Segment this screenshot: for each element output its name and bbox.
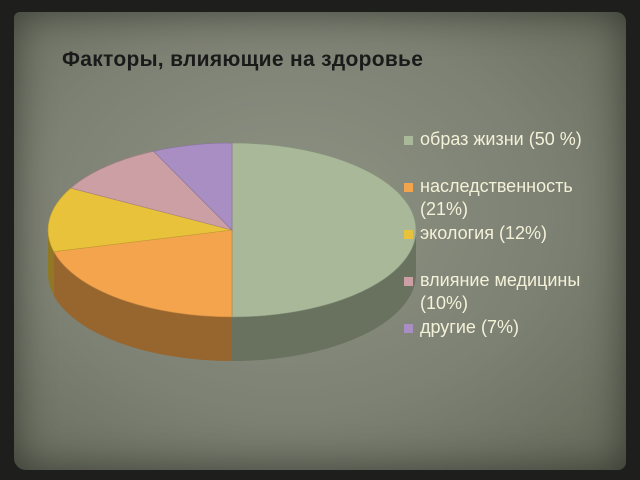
- legend-item: наследственность (21%): [404, 175, 624, 221]
- chart-title: Факторы, влияющие на здоровье: [62, 48, 424, 71]
- pie-slice-0: [231, 142, 417, 318]
- legend-item: экология (12%): [404, 222, 624, 245]
- legend-swatch: [404, 230, 413, 239]
- legend-label: другие (7%): [420, 317, 519, 337]
- legend-item: образ жизни (50 %): [404, 128, 624, 151]
- chart-legend: образ жизни (50 %) наследственность (21%)…: [404, 128, 624, 343]
- pie-slice-2: [47, 187, 233, 252]
- legend-item: другие (7%): [404, 316, 624, 339]
- pie-slice-3: [70, 150, 233, 231]
- legend-swatch: [404, 277, 413, 286]
- legend-item: влияние медицины (10%): [404, 269, 624, 315]
- pie-slice-1: [53, 229, 233, 318]
- legend-label: влияние медицины (10%): [420, 270, 581, 313]
- legend-swatch: [404, 324, 413, 333]
- legend-label: экология (12%): [420, 223, 547, 243]
- legend-swatch: [404, 183, 413, 192]
- legend-label: наследственность (21%): [420, 176, 573, 219]
- pie-tops: [47, 142, 417, 318]
- legend-label: образ жизни (50 %): [420, 129, 582, 149]
- pie-slice-4: [153, 142, 233, 231]
- pie-side-2: [48, 230, 54, 296]
- pie-side-0: [232, 230, 416, 361]
- legend-swatch: [404, 136, 413, 145]
